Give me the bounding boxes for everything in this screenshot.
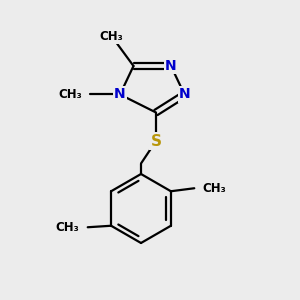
Text: CH₃: CH₃ xyxy=(59,88,82,101)
Text: N: N xyxy=(114,88,126,101)
Text: S: S xyxy=(151,134,161,148)
Text: N: N xyxy=(179,88,190,101)
Text: CH₃: CH₃ xyxy=(203,182,226,195)
Text: CH₃: CH₃ xyxy=(56,221,79,234)
Text: N: N xyxy=(165,59,177,73)
Text: CH₃: CH₃ xyxy=(99,30,123,44)
